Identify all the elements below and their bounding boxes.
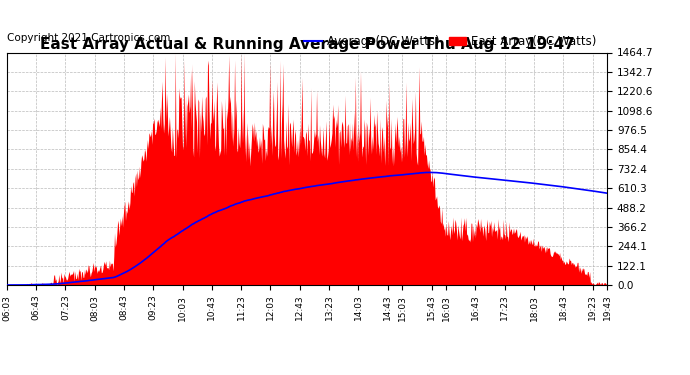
Text: Copyright 2021 Cartronics.com: Copyright 2021 Cartronics.com xyxy=(7,33,170,43)
Title: East Array Actual & Running Average Power Thu Aug 12 19:47: East Array Actual & Running Average Powe… xyxy=(40,38,574,52)
Legend: Average(DC Watts), East Array(DC Watts): Average(DC Watts), East Array(DC Watts) xyxy=(299,30,601,53)
